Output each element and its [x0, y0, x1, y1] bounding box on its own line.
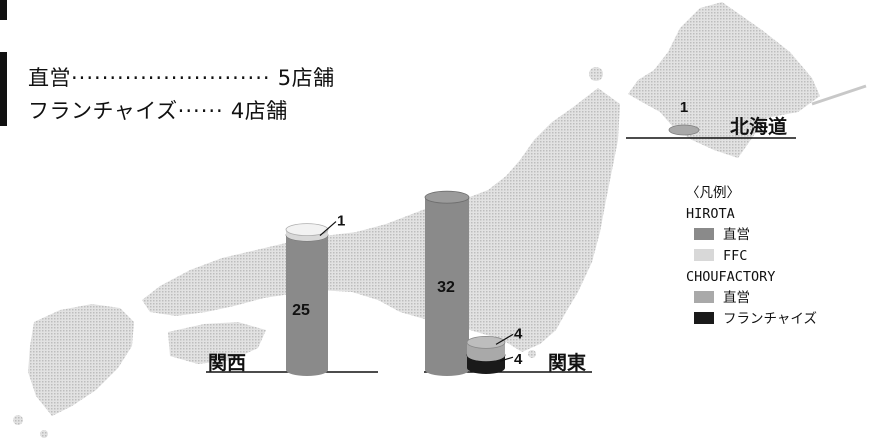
legend-item: 直営 — [686, 225, 817, 246]
value-label-kansai-ffc: 1 — [337, 213, 345, 230]
store-line-direct: 直営·························· 5店舗 — [28, 62, 335, 92]
bar-kansai-hirota-ffc-top — [285, 223, 329, 237]
value-label-kanto-chou-direct: 4 — [514, 325, 523, 342]
leader-dots: ······ — [177, 99, 224, 123]
bar-kanto-chou-direct-base — [467, 349, 505, 362]
leader-kansai-ffc — [319, 221, 337, 237]
region-label-kanto: 関東 — [548, 352, 587, 374]
bar-kanto-hirota-direct-top — [424, 190, 470, 204]
store-count: 5店舗 — [277, 66, 335, 90]
legend-label: 直営 — [723, 290, 750, 306]
legend-item: FFC — [686, 246, 817, 267]
leader-dots: ·························· — [71, 66, 271, 90]
bar-kanto-hirota-direct-base — [425, 364, 469, 376]
value-label-kanto-direct: 32 — [437, 279, 455, 296]
bar-kanto-hirota-direct-body — [425, 197, 469, 370]
legend-brand-hirota: HIROTA — [686, 206, 735, 222]
labels-layer: 25 1 32 4 4 1 — [292, 99, 688, 368]
island-speck — [589, 67, 603, 81]
island-speck — [528, 350, 536, 358]
store-line-franchise: フランチャイズ······ 4店舗 — [28, 95, 288, 125]
bar-kanto-chou-franchise-base — [467, 362, 505, 374]
island-speck — [40, 430, 48, 438]
bar-kanto-chou-direct-top — [466, 335, 506, 349]
store-count: 4店舗 — [230, 99, 288, 123]
bar-hokkaido-chou-direct — [668, 124, 700, 136]
value-label-kansai-direct: 25 — [292, 302, 310, 319]
legend-swatch — [694, 291, 714, 303]
region-label-kansai: 関西 — [208, 352, 247, 374]
shikoku-island — [168, 322, 266, 364]
legend-swatch — [694, 228, 714, 240]
hokkaido-island — [628, 2, 820, 158]
leader-kanto-direct — [495, 333, 514, 345]
legend-swatch — [694, 312, 714, 324]
leader-kanto-franchise — [499, 356, 514, 362]
island-speck — [13, 415, 23, 425]
value-label-hokkaido: 1 — [680, 99, 688, 116]
region-label-hokkaido: 北海道 — [730, 116, 788, 138]
bar-kansai-hirota-direct-base — [286, 364, 328, 376]
legend-item: フランチャイズ — [686, 309, 817, 330]
kyushu-island — [28, 304, 134, 416]
legend-title: 〈凡例〉 — [686, 185, 740, 201]
store-type-label: 直営 — [28, 66, 71, 90]
legend-label: FFC — [723, 248, 748, 264]
decor-bar-top — [0, 0, 7, 20]
bar-kansai-hirota-direct-body — [286, 235, 328, 370]
bars-layer — [285, 124, 700, 376]
legend-brand-choufactory: CHOUFACTORY — [686, 269, 776, 285]
legend: 〈凡例〉 HIROTA 直営 FFC CHOUFACTORY 直営 フランチャイ… — [686, 183, 817, 330]
legend-label: 直営 — [723, 227, 750, 243]
value-label-kanto-chou-franchise: 4 — [514, 351, 523, 368]
honshu-island — [142, 88, 620, 352]
legend-label: フランチャイズ — [723, 311, 817, 327]
store-type-label: フランチャイズ — [28, 99, 178, 123]
legend-swatch — [694, 249, 714, 261]
legend-item: 直営 — [686, 288, 817, 309]
kuril-islands — [811, 84, 867, 106]
decor-bar-main — [0, 52, 7, 126]
